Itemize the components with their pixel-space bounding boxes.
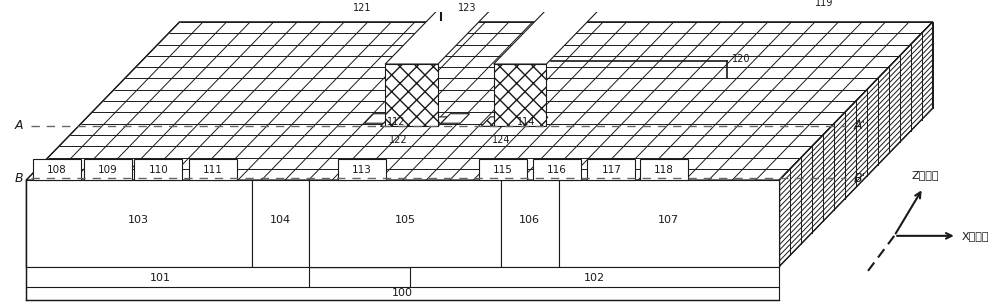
Polygon shape [501,180,559,267]
Text: B: B [15,172,23,185]
Text: 115: 115 [493,165,513,175]
Text: X（右）: X（右） [961,231,989,241]
Polygon shape [385,7,493,64]
Text: 121: 121 [353,3,371,13]
Text: 120: 120 [732,54,750,64]
Text: 111: 111 [203,165,223,175]
Bar [134,159,182,180]
Polygon shape [559,180,779,267]
Text: 107: 107 [658,215,679,225]
Polygon shape [494,64,546,126]
Text: B': B' [854,172,866,185]
Text: 124: 124 [492,135,510,145]
Bar [640,159,688,180]
Polygon shape [494,7,602,64]
Text: 103: 103 [128,215,149,225]
Polygon shape [364,114,393,123]
Text: 104: 104 [270,215,291,225]
Text: 102: 102 [583,273,605,283]
Text: 108: 108 [47,165,67,175]
Bar [26,267,309,289]
Polygon shape [481,117,548,126]
Text: 106: 106 [519,215,540,225]
Text: 112: 112 [387,117,406,127]
Text: 105: 105 [395,215,416,225]
Text: Z（上）: Z（上） [911,170,939,180]
Text: 117: 117 [601,165,621,175]
Polygon shape [380,117,447,126]
Polygon shape [441,114,469,123]
Bar [533,159,581,180]
Polygon shape [252,180,309,267]
Text: 100: 100 [392,288,413,298]
Bar [26,287,779,300]
Text: A': A' [854,119,866,132]
Text: 119: 119 [815,0,833,8]
Text: 123: 123 [458,3,477,13]
Text: 113: 113 [352,165,372,175]
Polygon shape [26,180,779,267]
Bar [410,267,779,289]
Bar [189,159,237,180]
Text: 118: 118 [654,165,674,175]
Polygon shape [779,22,933,267]
Polygon shape [385,64,438,126]
Text: 116: 116 [547,165,567,175]
Bar [33,159,81,180]
Text: A: A [15,119,23,132]
Text: 101: 101 [150,273,171,283]
Text: 109: 109 [98,165,117,175]
Polygon shape [26,180,252,267]
Polygon shape [26,22,933,180]
Text: 122: 122 [389,135,408,145]
Bar [587,159,635,180]
Bar [84,159,132,180]
Polygon shape [309,180,501,267]
Bar [479,159,527,180]
Text: 110: 110 [149,165,168,175]
Text: 114: 114 [517,117,535,127]
Bar [338,159,386,180]
